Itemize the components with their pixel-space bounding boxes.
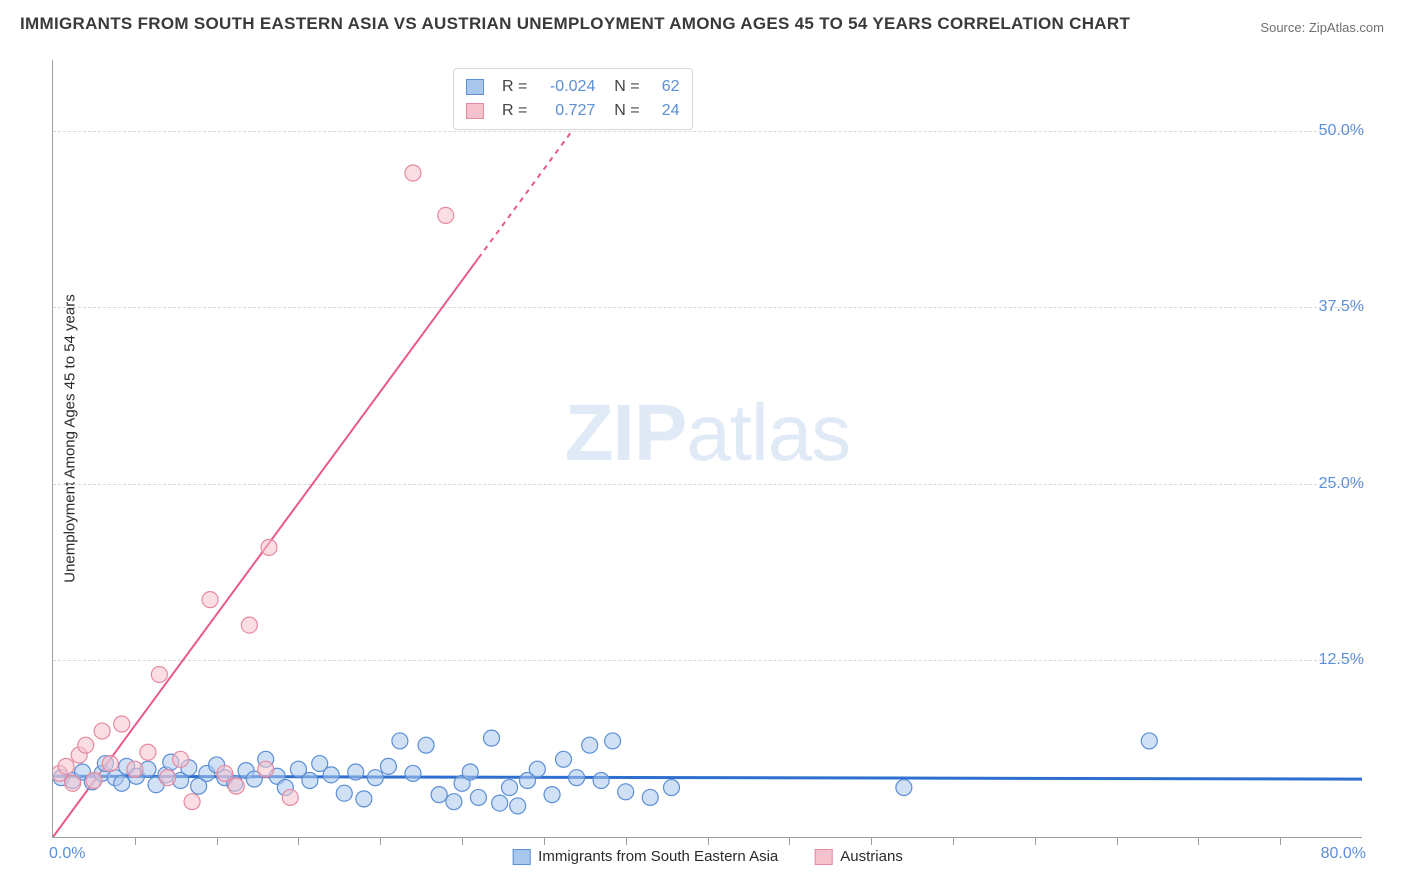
chart-title: IMMIGRANTS FROM SOUTH EASTERN ASIA VS AU…: [20, 14, 1130, 34]
plot-area: ZIPatlas R =-0.024 N =62 R =0.727 N =24 …: [52, 60, 1362, 838]
swatch-series2: [466, 103, 484, 119]
stats-legend: R =-0.024 N =62 R =0.727 N =24: [453, 68, 693, 130]
stats-row-series1: R =-0.024 N =62: [466, 75, 680, 99]
swatch-icon: [512, 849, 530, 865]
stats-row-series2: R =0.727 N =24: [466, 99, 680, 123]
source-attribution: Source: ZipAtlas.com: [1260, 20, 1384, 35]
legend-item-series1: Immigrants from South Eastern Asia: [512, 848, 778, 865]
swatch-icon: [814, 849, 832, 865]
source-label: Source:: [1260, 20, 1305, 35]
legend-item-series2: Austrians: [814, 848, 903, 865]
x-axis-max-label: 80.0%: [1321, 845, 1366, 863]
swatch-series1: [466, 79, 484, 95]
x-axis-min-label: 0.0%: [49, 845, 85, 863]
source-link[interactable]: ZipAtlas.com: [1309, 20, 1384, 35]
scatter-svg: [53, 60, 1362, 837]
legend-bottom: Immigrants from South Eastern Asia Austr…: [512, 848, 903, 865]
